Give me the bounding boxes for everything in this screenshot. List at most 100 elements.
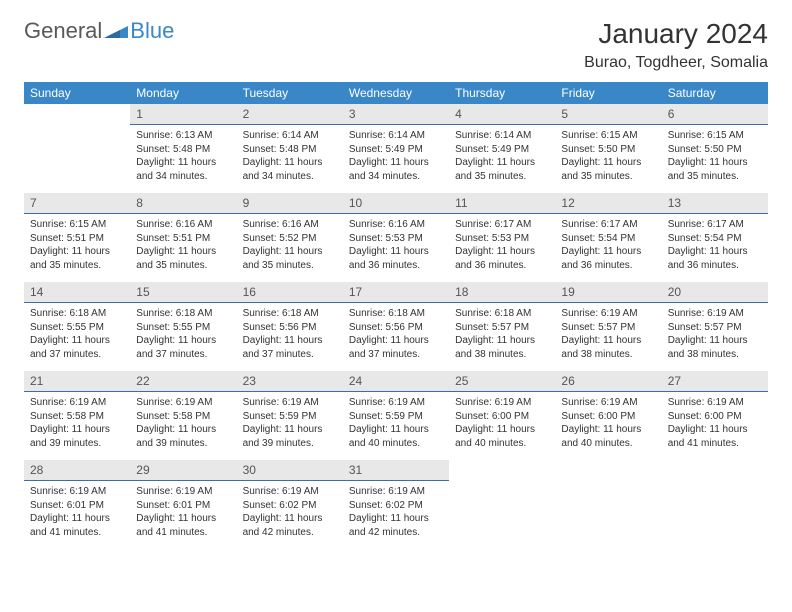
day-day1-text: Daylight: 11 hours <box>349 156 443 170</box>
day-content-cell: Sunrise: 6:17 AMSunset: 5:53 PMDaylight:… <box>449 214 555 283</box>
day-sunset-text: Sunset: 5:55 PM <box>30 321 124 335</box>
day-day1-text: Daylight: 11 hours <box>668 423 762 437</box>
daynum-row: 28293031 <box>24 460 768 481</box>
day-day1-text: Daylight: 11 hours <box>668 156 762 170</box>
day-day1-text: Daylight: 11 hours <box>136 334 230 348</box>
day-number-cell <box>24 104 130 125</box>
day-day1-text: Daylight: 11 hours <box>455 156 549 170</box>
day-sunset-text: Sunset: 5:53 PM <box>455 232 549 246</box>
day-sunrise-text: Sunrise: 6:13 AM <box>136 129 230 143</box>
day-sunrise-text: Sunrise: 6:19 AM <box>455 396 549 410</box>
daynum-row: 14151617181920 <box>24 282 768 303</box>
day-day2-text: and 37 minutes. <box>30 348 124 362</box>
day-sunrise-text: Sunrise: 6:19 AM <box>561 307 655 321</box>
day-day1-text: Daylight: 11 hours <box>561 334 655 348</box>
location-subtitle: Burao, Togdheer, Somalia <box>584 54 768 72</box>
day-number-cell: 20 <box>662 282 768 303</box>
day-day2-text: and 35 minutes. <box>243 259 337 273</box>
day-sunset-text: Sunset: 5:50 PM <box>561 143 655 157</box>
day-day2-text: and 35 minutes. <box>561 170 655 184</box>
day-content-cell <box>662 481 768 550</box>
day-content-cell: Sunrise: 6:19 AMSunset: 5:58 PMDaylight:… <box>130 392 236 461</box>
day-day2-text: and 40 minutes. <box>561 437 655 451</box>
day-sunset-text: Sunset: 5:53 PM <box>349 232 443 246</box>
day-day2-text: and 35 minutes. <box>30 259 124 273</box>
day-sunset-text: Sunset: 5:51 PM <box>136 232 230 246</box>
day-content-cell <box>449 481 555 550</box>
day-number-cell <box>555 460 661 481</box>
day-day1-text: Daylight: 11 hours <box>30 245 124 259</box>
day-sunrise-text: Sunrise: 6:15 AM <box>668 129 762 143</box>
day-content-cell: Sunrise: 6:16 AMSunset: 5:51 PMDaylight:… <box>130 214 236 283</box>
day-sunrise-text: Sunrise: 6:19 AM <box>561 396 655 410</box>
day-sunrise-text: Sunrise: 6:17 AM <box>455 218 549 232</box>
brand-mark-icon <box>104 20 128 43</box>
day-sunrise-text: Sunrise: 6:15 AM <box>561 129 655 143</box>
title-block: January 2024 Burao, Togdheer, Somalia <box>584 18 768 72</box>
header: General Blue January 2024 Burao, Togdhee… <box>24 18 768 72</box>
day-sunset-text: Sunset: 6:00 PM <box>561 410 655 424</box>
day-number-cell: 11 <box>449 193 555 214</box>
day-day1-text: Daylight: 11 hours <box>561 156 655 170</box>
day-number-cell: 26 <box>555 371 661 392</box>
day-sunrise-text: Sunrise: 6:19 AM <box>668 307 762 321</box>
month-title: January 2024 <box>584 18 768 50</box>
dow-wed: Wednesday <box>343 82 449 104</box>
day-number-cell: 14 <box>24 282 130 303</box>
day-day2-text: and 35 minutes. <box>455 170 549 184</box>
day-sunset-text: Sunset: 5:58 PM <box>136 410 230 424</box>
day-day2-text: and 42 minutes. <box>243 526 337 540</box>
day-day2-text: and 34 minutes. <box>349 170 443 184</box>
dow-sat: Saturday <box>662 82 768 104</box>
dow-thu: Thursday <box>449 82 555 104</box>
daynum-row: 78910111213 <box>24 193 768 214</box>
day-content-cell: Sunrise: 6:18 AMSunset: 5:57 PMDaylight:… <box>449 303 555 372</box>
day-day2-text: and 38 minutes. <box>561 348 655 362</box>
dow-mon: Monday <box>130 82 236 104</box>
day-content-cell <box>24 125 130 194</box>
day-sunrise-text: Sunrise: 6:15 AM <box>30 218 124 232</box>
day-content-cell: Sunrise: 6:19 AMSunset: 6:00 PMDaylight:… <box>449 392 555 461</box>
day-sunset-text: Sunset: 5:55 PM <box>136 321 230 335</box>
day-day2-text: and 39 minutes. <box>243 437 337 451</box>
day-number-cell: 12 <box>555 193 661 214</box>
day-day1-text: Daylight: 11 hours <box>561 423 655 437</box>
day-number-cell: 4 <box>449 104 555 125</box>
day-sunrise-text: Sunrise: 6:18 AM <box>243 307 337 321</box>
day-content-row: Sunrise: 6:19 AMSunset: 6:01 PMDaylight:… <box>24 481 768 550</box>
day-sunset-text: Sunset: 5:49 PM <box>455 143 549 157</box>
day-number-cell: 3 <box>343 104 449 125</box>
day-number-cell: 22 <box>130 371 236 392</box>
day-day2-text: and 41 minutes. <box>136 526 230 540</box>
day-sunrise-text: Sunrise: 6:18 AM <box>136 307 230 321</box>
day-sunset-text: Sunset: 5:57 PM <box>668 321 762 335</box>
day-day2-text: and 36 minutes. <box>561 259 655 273</box>
day-sunrise-text: Sunrise: 6:19 AM <box>668 396 762 410</box>
day-sunrise-text: Sunrise: 6:14 AM <box>349 129 443 143</box>
day-content-cell: Sunrise: 6:19 AMSunset: 6:02 PMDaylight:… <box>237 481 343 550</box>
day-number-cell: 16 <box>237 282 343 303</box>
day-content-cell: Sunrise: 6:19 AMSunset: 5:59 PMDaylight:… <box>343 392 449 461</box>
day-number-cell: 31 <box>343 460 449 481</box>
day-day1-text: Daylight: 11 hours <box>136 423 230 437</box>
day-day1-text: Daylight: 11 hours <box>30 423 124 437</box>
day-number-cell: 5 <box>555 104 661 125</box>
day-day2-text: and 37 minutes. <box>136 348 230 362</box>
brand-logo: General Blue <box>24 18 174 44</box>
day-sunrise-text: Sunrise: 6:19 AM <box>349 396 443 410</box>
day-day2-text: and 36 minutes. <box>349 259 443 273</box>
day-sunset-text: Sunset: 5:57 PM <box>561 321 655 335</box>
day-sunset-text: Sunset: 5:49 PM <box>349 143 443 157</box>
dow-fri: Friday <box>555 82 661 104</box>
day-day2-text: and 36 minutes. <box>455 259 549 273</box>
day-sunset-text: Sunset: 6:02 PM <box>243 499 337 513</box>
day-sunrise-text: Sunrise: 6:17 AM <box>668 218 762 232</box>
day-day1-text: Daylight: 11 hours <box>668 245 762 259</box>
day-sunrise-text: Sunrise: 6:19 AM <box>30 396 124 410</box>
day-day2-text: and 35 minutes. <box>668 170 762 184</box>
day-sunrise-text: Sunrise: 6:19 AM <box>30 485 124 499</box>
day-content-cell: Sunrise: 6:19 AMSunset: 5:59 PMDaylight:… <box>237 392 343 461</box>
day-number-cell: 19 <box>555 282 661 303</box>
day-number-cell: 17 <box>343 282 449 303</box>
day-day1-text: Daylight: 11 hours <box>136 245 230 259</box>
